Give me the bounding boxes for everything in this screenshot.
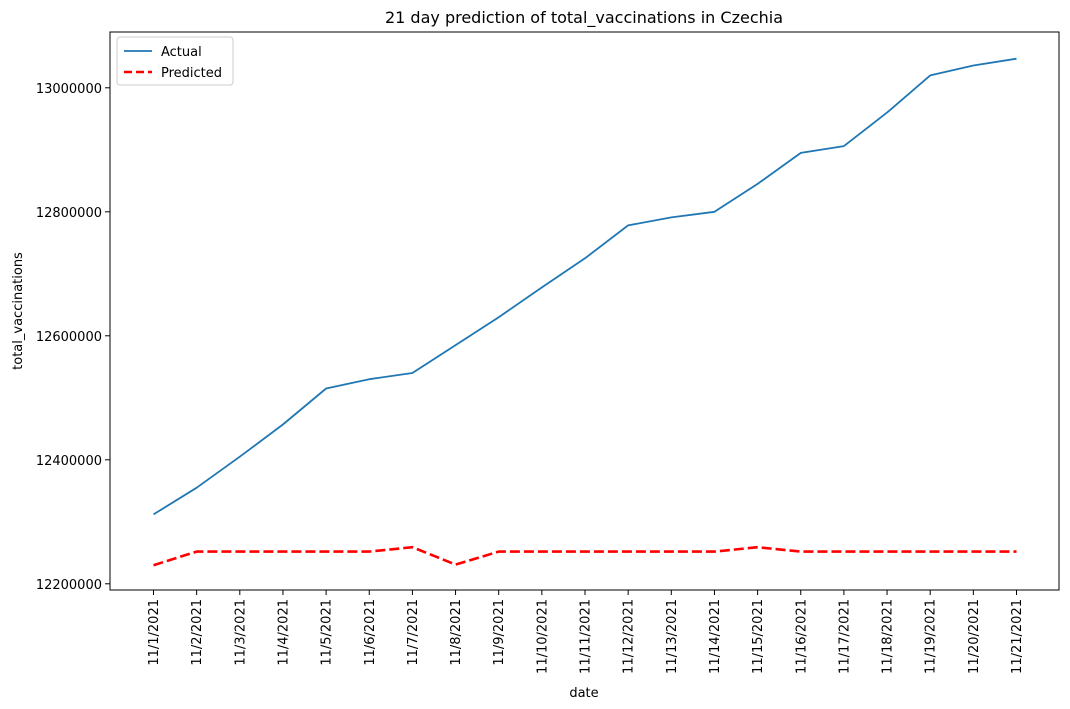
x-tick-label: 11/19/2021 [924,599,939,674]
x-tick-label: 11/17/2021 [837,599,852,674]
chart-title: 21 day prediction of total_vaccinations … [385,8,783,28]
x-axis-label: date [569,686,598,701]
x-tick-label: 11/4/2021 [276,599,291,666]
y-tick-label: 12200000 [36,578,102,593]
y-tick-label: 12800000 [36,206,102,221]
legend-label-predicted: Predicted [161,66,222,81]
plot-area [153,57,1017,567]
y-axis-label: total_vaccinations [11,252,26,370]
y-tick-label: 12400000 [36,454,102,469]
x-tick-label: 11/12/2021 [622,599,637,674]
x-tick-label: 11/6/2021 [363,599,378,666]
x-tick-label: 11/20/2021 [967,599,982,674]
y-tick-label: 12600000 [36,330,102,345]
x-tick-label: 11/9/2021 [492,599,507,666]
x-tick-label: 11/11/2021 [579,599,594,674]
x-tick-label: 11/15/2021 [751,599,766,674]
x-tick-label: 11/7/2021 [406,599,421,666]
x-tick-label: 11/18/2021 [881,599,896,674]
legend-box [116,36,234,86]
x-tick-label: 11/8/2021 [449,599,464,666]
x-tick-label: 11/10/2021 [535,599,550,674]
x-tick-label: 11/1/2021 [147,599,162,666]
x-tick-label: 11/16/2021 [794,599,809,674]
y-tick-label: 13000000 [36,82,102,97]
legend-label-actual: Actual [161,45,202,60]
x-axis: 11/1/2021 11/2/2021 11/3/2021 11/4/2021 11/5… [147,590,1025,674]
x-tick-label: 11/21/2021 [1010,599,1025,674]
series-line-predicted [153,545,1017,567]
x-tick-label: 11/3/2021 [233,599,248,666]
x-tick-label: 11/2/2021 [190,599,205,666]
legend: Actual Predicted [116,36,234,86]
series-line-actual [153,57,1017,516]
x-tick-label: 11/13/2021 [665,599,680,674]
x-tick-label: 11/14/2021 [708,599,723,674]
y-axis: 12200000 12400000 12600000 12800000 13000000 [36,82,110,593]
x-tick-label: 11/5/2021 [320,599,335,666]
